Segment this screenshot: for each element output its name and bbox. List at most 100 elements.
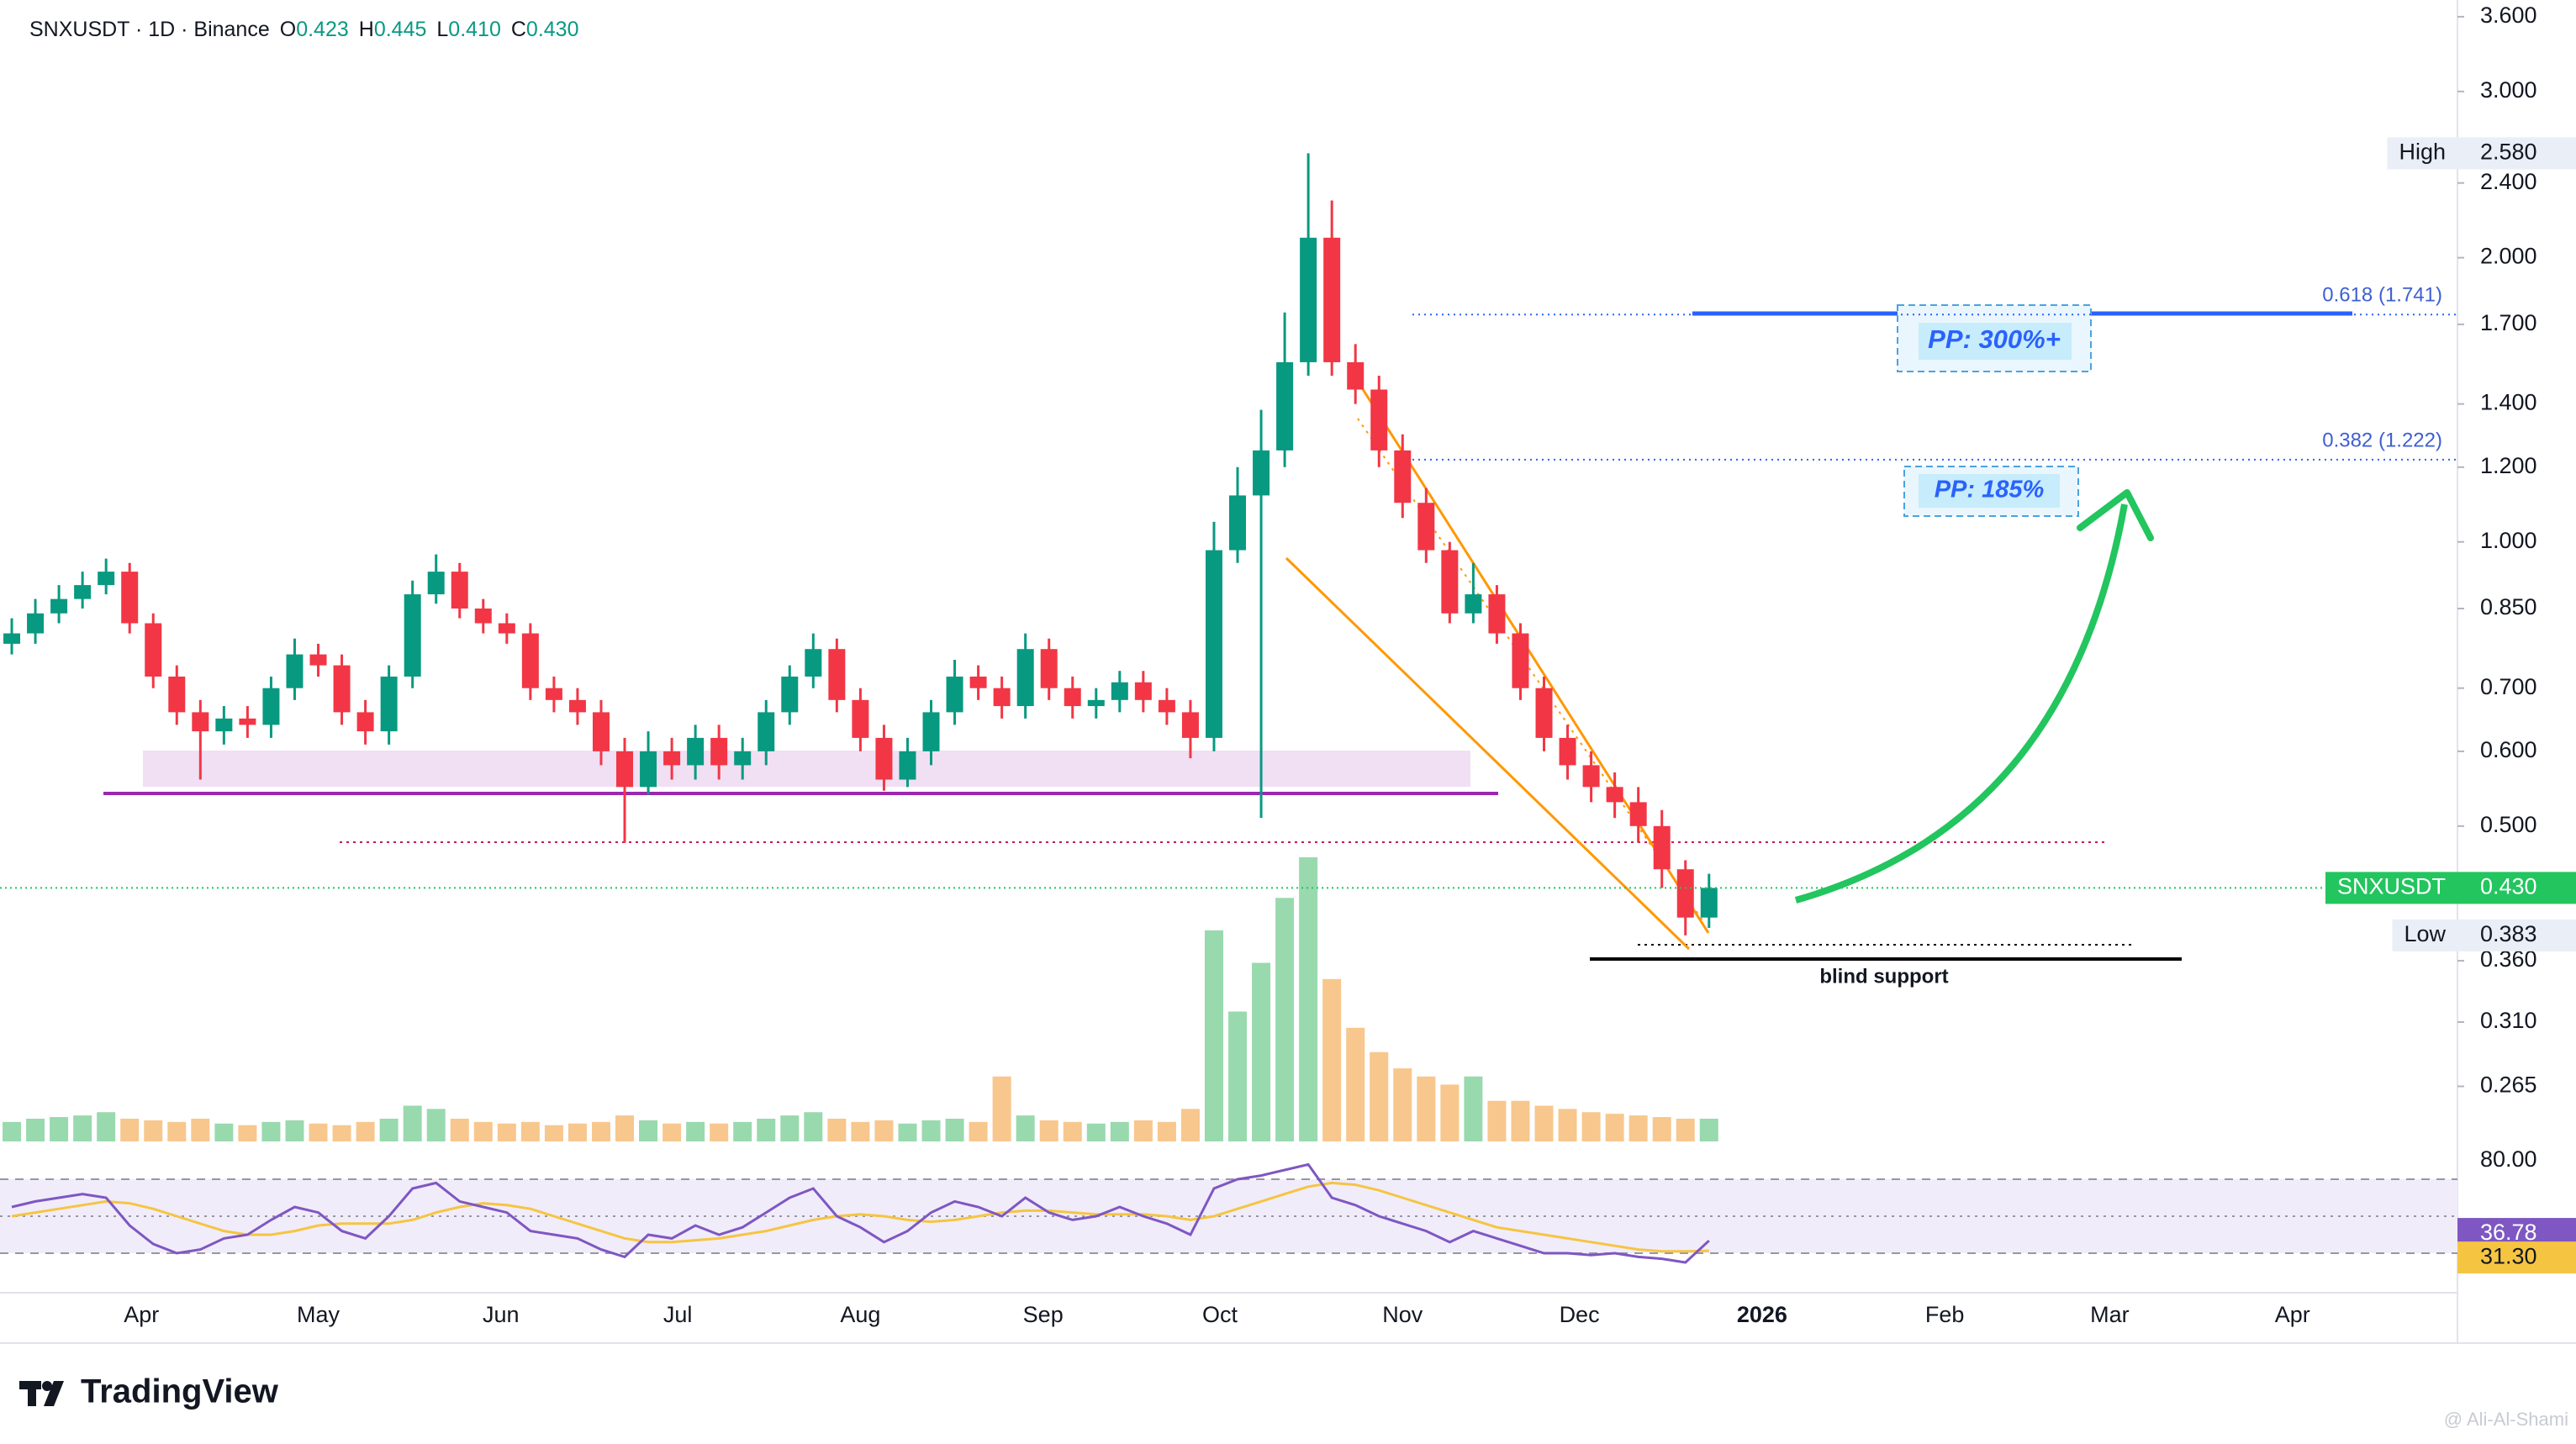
volume-bar [1252, 962, 1271, 1141]
volume-bar [780, 1115, 800, 1141]
candle-body [1582, 765, 1600, 788]
volume-bar [1110, 1121, 1129, 1141]
candle-body [427, 572, 445, 595]
candle-body [1064, 688, 1081, 707]
tag-name: Low [2404, 921, 2446, 946]
volume-bar [26, 1118, 45, 1141]
ohlc-key: O [280, 18, 296, 41]
candle-body [1700, 888, 1718, 918]
candle-body [192, 712, 209, 732]
candle-body [757, 712, 775, 751]
candle-body [1629, 802, 1647, 826]
volume-bar [144, 1120, 163, 1141]
candle-body [145, 623, 162, 677]
candle-body [333, 665, 351, 713]
candle-body [1323, 237, 1341, 362]
volume-bar [662, 1123, 682, 1141]
volume-bar [615, 1115, 635, 1141]
volume-bar [356, 1121, 375, 1141]
candle-body [404, 594, 421, 677]
rsi-tick-label: 80.00 [2480, 1146, 2537, 1172]
x-tick-label: May [297, 1302, 340, 1327]
candle-body [828, 649, 846, 700]
volume-bar [379, 1118, 399, 1141]
candle-body [168, 676, 186, 713]
tag-name: SNXUSDT [2337, 874, 2446, 899]
y-tick-label: 3.600 [2480, 3, 2537, 28]
y-tick-label: 1.200 [2480, 453, 2537, 478]
volume-bar [1157, 1121, 1176, 1141]
candle-body [734, 751, 752, 766]
tag-name-box [2325, 872, 2457, 904]
volume-bar [497, 1123, 516, 1141]
volume-bar [969, 1121, 988, 1141]
candle-body [1134, 682, 1152, 700]
candle-body [687, 737, 705, 766]
candle-body [781, 676, 799, 713]
volume-bar [1417, 1076, 1436, 1141]
volume-bar [403, 1105, 422, 1141]
y-tick-label: 1.400 [2480, 390, 2537, 415]
candle-body [592, 712, 610, 751]
target-highlight [1919, 474, 2060, 508]
candle-body [1276, 361, 1294, 451]
candle-body [215, 718, 233, 732]
volume-bar [567, 1123, 587, 1141]
volume-bar [1393, 1068, 1412, 1141]
candle-body [474, 608, 492, 624]
volume-bar [309, 1123, 328, 1141]
volume-bar [851, 1121, 870, 1141]
candle-body [640, 751, 657, 788]
ohlc-value: 0.430 [526, 18, 579, 41]
volume-bar [473, 1121, 493, 1141]
ohlc-key: C [511, 18, 526, 41]
fib-label: 0.618 (1.741) [2322, 284, 2442, 307]
x-tick-label: Apr [124, 1302, 159, 1327]
ohlc-value: 0.423 [296, 18, 349, 41]
rsi-line [11, 1162, 1710, 1264]
volume-bar [757, 1118, 776, 1141]
candle-body [74, 585, 92, 599]
ohlc-value: 0.410 [448, 18, 501, 41]
candle-body [286, 654, 304, 688]
volume-bar [1299, 857, 1318, 1141]
volume-bar [827, 1118, 847, 1141]
candle-body [1181, 712, 1199, 738]
fib-label: 0.382 (1.222) [2322, 429, 2442, 451]
volume-bar [1652, 1117, 1671, 1141]
y-tick-label: 0.265 [2480, 1072, 2537, 1098]
x-tick-label: Apr [2275, 1302, 2310, 1327]
volume-bar [261, 1121, 281, 1141]
volume-bar [285, 1120, 304, 1141]
volume-bar [1487, 1100, 1507, 1141]
volume-bar [332, 1125, 351, 1141]
volume-bar [214, 1123, 234, 1141]
candle-body [1653, 825, 1671, 870]
x-tick-label: Feb [1925, 1302, 1965, 1327]
tag-value: 0.430 [2480, 874, 2537, 899]
volume-bar [73, 1115, 92, 1141]
candle-body [1347, 361, 1365, 390]
candle-body [1087, 699, 1105, 707]
y-tick-label: 0.500 [2480, 812, 2537, 837]
volume-bar [639, 1120, 658, 1141]
volume-bar [1275, 898, 1295, 1141]
brand-logo [19, 1381, 64, 1406]
volume-bar [1228, 1011, 1248, 1141]
candle-body [1205, 550, 1222, 738]
volume-bar [733, 1121, 752, 1141]
volume-bar [520, 1121, 540, 1141]
wedge-mid [1357, 418, 1703, 921]
y-tick-label: 0.850 [2480, 594, 2537, 619]
volume-bar [898, 1123, 917, 1141]
volume-bar [191, 1118, 210, 1141]
y-tick-label: 2.000 [2480, 244, 2537, 269]
volume-bar [50, 1117, 69, 1141]
candle-body [1465, 594, 1482, 614]
volume-bar [1464, 1076, 1483, 1141]
wedge-upper [1354, 377, 1710, 934]
x-tick-label: Mar [2090, 1302, 2130, 1327]
volume-bar [1086, 1123, 1106, 1141]
symbol-header: SNXUSDT · 1D · Binance O0.423 H0.445 L0.410… [29, 18, 578, 41]
volume-bar [874, 1120, 894, 1141]
